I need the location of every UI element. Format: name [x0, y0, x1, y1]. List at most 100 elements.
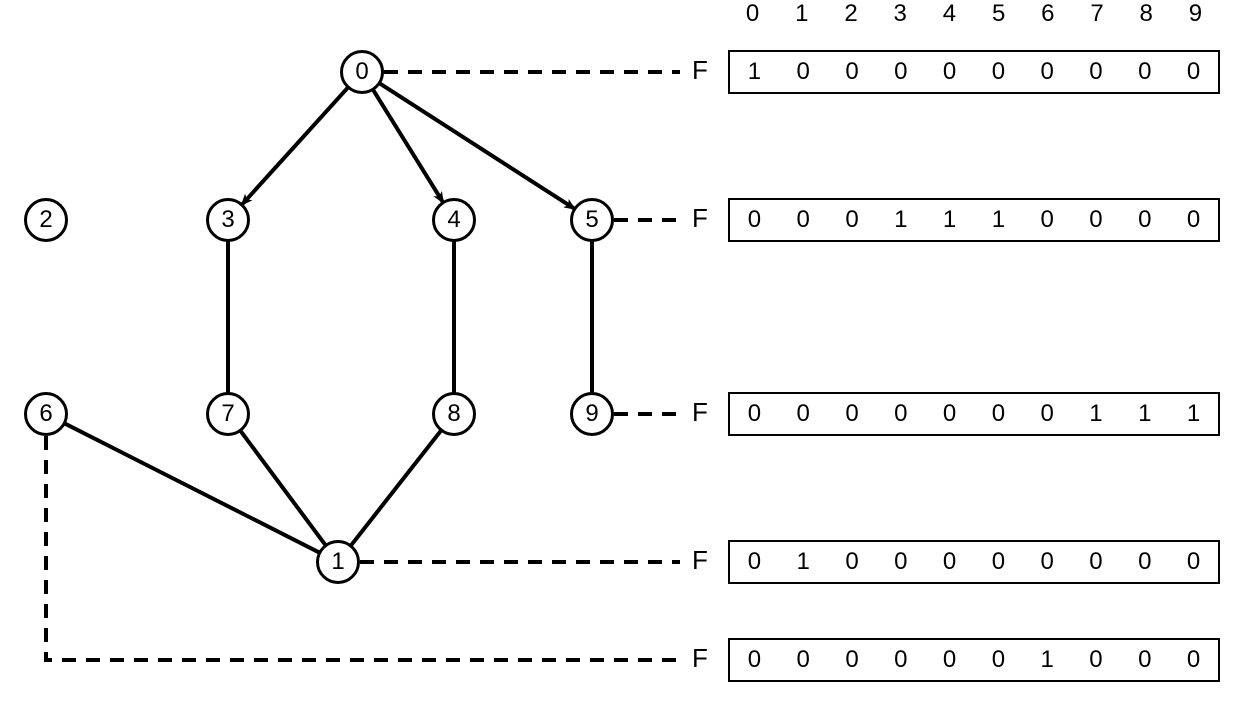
diagram-stage: 02345678910123456789F1000000000F00011100…: [0, 0, 1240, 726]
frontier-row: 0000001000: [728, 638, 1220, 682]
frontier-cell: 0: [925, 548, 974, 576]
graph-edge: [352, 431, 441, 544]
frontier-cell: 0: [779, 646, 828, 674]
frontier-header-cell: 0: [728, 0, 777, 44]
graph-node-6: 6: [24, 392, 68, 436]
frontier-cell: 0: [779, 400, 828, 428]
frontier-cell: 0: [730, 400, 779, 428]
frontier-cell: 0: [1072, 548, 1121, 576]
frontier-row-label: F: [692, 643, 708, 674]
frontier-cell: 1: [1169, 400, 1218, 428]
frontier-cell: 1: [876, 206, 925, 234]
frontier-cell: 0: [1120, 646, 1169, 674]
frontier-row-label: F: [692, 397, 708, 428]
frontier-header-cell: 6: [1023, 0, 1072, 44]
frontier-cell: 0: [974, 548, 1023, 576]
frontier-row: 1000000000: [728, 50, 1220, 94]
graph-edge: [243, 88, 347, 203]
frontier-header-cell: 1: [777, 0, 826, 44]
frontier-cell: 0: [1120, 206, 1169, 234]
graph-node-label: 3: [221, 206, 234, 234]
frontier-cell: 0: [828, 400, 877, 428]
frontier-row: 0000000111: [728, 392, 1220, 436]
frontier-row: 0100000000: [728, 540, 1220, 584]
frontier-row-label: F: [692, 545, 708, 576]
frontier-header-cell: 3: [876, 0, 925, 44]
frontier-row: 0001110000: [728, 198, 1220, 242]
frontier-cell: 0: [974, 646, 1023, 674]
graph-node-label: 0: [355, 58, 368, 86]
frontier-cell: 0: [828, 58, 877, 86]
graph-node-label: 2: [39, 206, 52, 234]
frontier-cell: 0: [1169, 58, 1218, 86]
frontier-cell: 0: [1169, 646, 1218, 674]
graph-node-label: 4: [447, 206, 460, 234]
dashed-connector: [46, 436, 680, 660]
frontier-header: 0123456789: [728, 0, 1220, 44]
frontier-cell: 0: [1120, 58, 1169, 86]
graph-node-0: 0: [340, 50, 384, 94]
graph-node-label: 1: [331, 548, 344, 576]
frontier-row-label: F: [692, 203, 708, 234]
graph-edge: [66, 424, 319, 552]
frontier-cell: 1: [1023, 646, 1072, 674]
frontier-header-cell: 9: [1171, 0, 1220, 44]
frontier-cell: 0: [828, 206, 877, 234]
graph-node-4: 4: [432, 198, 476, 242]
edge-layer: [0, 0, 1240, 726]
frontier-cell: 0: [828, 548, 877, 576]
frontier-cell: 0: [876, 400, 925, 428]
frontier-header-cell: 7: [1072, 0, 1121, 44]
frontier-cell: 0: [974, 58, 1023, 86]
graph-edge: [381, 84, 574, 208]
frontier-row-label: F: [692, 55, 708, 86]
frontier-cell: 0: [730, 646, 779, 674]
frontier-cell: 0: [730, 548, 779, 576]
graph-node-8: 8: [432, 392, 476, 436]
frontier-cell: 0: [1072, 206, 1121, 234]
frontier-cell: 0: [1072, 646, 1121, 674]
frontier-cell: 0: [828, 646, 877, 674]
frontier-cell: 0: [1169, 206, 1218, 234]
graph-node-label: 6: [39, 400, 52, 428]
frontier-cell: 0: [925, 400, 974, 428]
frontier-cell: 0: [1169, 548, 1218, 576]
frontier-header-cell: 2: [826, 0, 875, 44]
frontier-cell: 0: [1072, 58, 1121, 86]
frontier-cell: 1: [974, 206, 1023, 234]
graph-node-2: 2: [24, 198, 68, 242]
frontier-header-cell: 8: [1122, 0, 1171, 44]
frontier-cell: 0: [1023, 206, 1072, 234]
graph-node-label: 5: [585, 206, 598, 234]
graph-edge: [374, 91, 443, 202]
graph-node-7: 7: [206, 392, 250, 436]
graph-node-3: 3: [206, 198, 250, 242]
graph-node-label: 7: [221, 400, 234, 428]
frontier-cell: 0: [779, 58, 828, 86]
frontier-header-cell: 4: [925, 0, 974, 44]
graph-node-label: 8: [447, 400, 460, 428]
frontier-cell: 0: [1023, 58, 1072, 86]
frontier-cell: 1: [925, 206, 974, 234]
frontier-cell: 0: [925, 58, 974, 86]
frontier-cell: 0: [1023, 548, 1072, 576]
frontier-cell: 0: [1120, 548, 1169, 576]
graph-node-label: 9: [585, 400, 598, 428]
graph-node-5: 5: [570, 198, 614, 242]
frontier-cell: 1: [1072, 400, 1121, 428]
graph-node-9: 9: [570, 392, 614, 436]
frontier-cell: 0: [925, 646, 974, 674]
frontier-cell: 1: [779, 548, 828, 576]
frontier-cell: 0: [779, 206, 828, 234]
frontier-cell: 1: [730, 58, 779, 86]
frontier-header-cell: 5: [974, 0, 1023, 44]
frontier-cell: 0: [974, 400, 1023, 428]
frontier-cell: 0: [1023, 400, 1072, 428]
graph-edge: [241, 432, 325, 545]
frontier-cell: 0: [876, 548, 925, 576]
frontier-cell: 0: [876, 58, 925, 86]
frontier-cell: 1: [1120, 400, 1169, 428]
graph-node-1: 1: [316, 540, 360, 584]
frontier-cell: 0: [876, 646, 925, 674]
frontier-cell: 0: [730, 206, 779, 234]
